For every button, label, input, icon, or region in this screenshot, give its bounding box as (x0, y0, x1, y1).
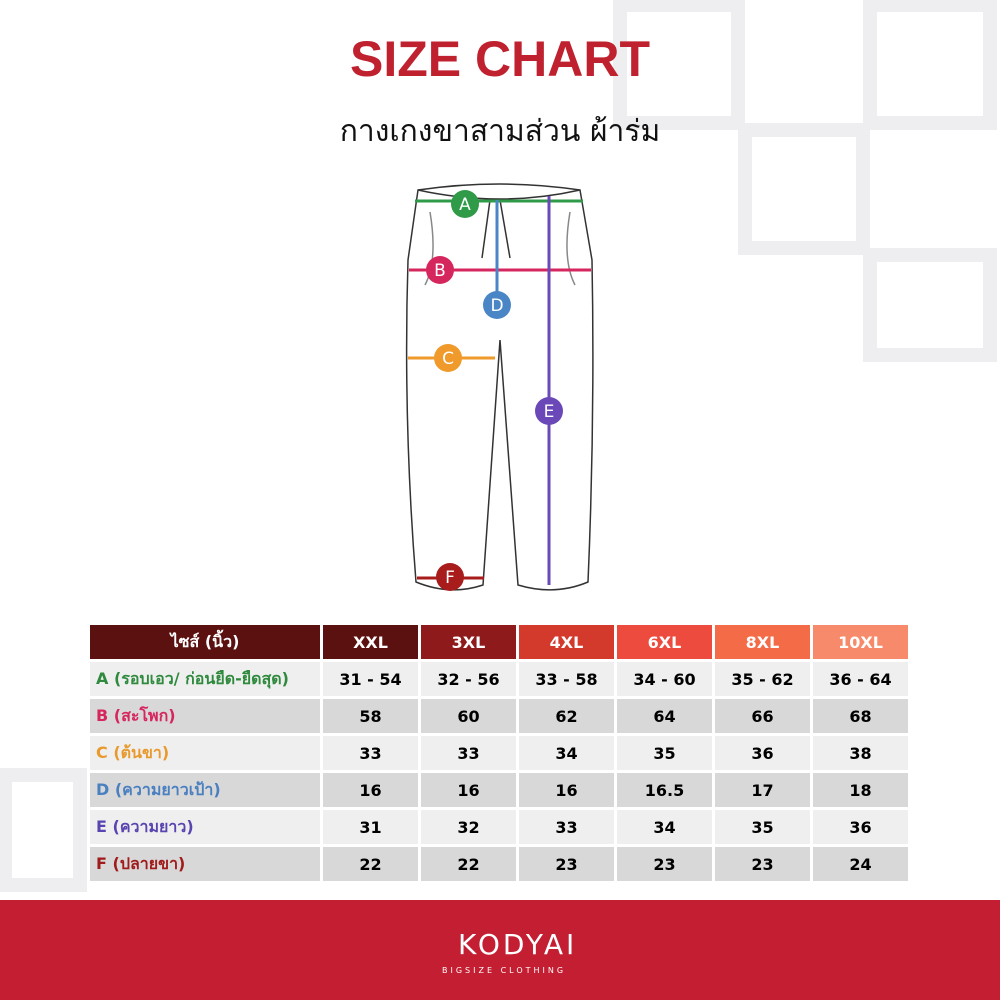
title: SIZE CHART (350, 31, 650, 87)
measure-cell: 35 - 62 (715, 662, 810, 696)
measure-cell: 31 - 54 (323, 662, 418, 696)
measure-cell: 68 (813, 699, 908, 733)
row-label: E (ความยาว) (90, 810, 320, 844)
measure-cell: 16 (323, 773, 418, 807)
column-header: 8XL (715, 625, 810, 659)
row-label: D (ความยาวเป้า) (90, 773, 320, 807)
label-badge (451, 190, 479, 218)
column-header: 3XL (421, 625, 516, 659)
row-label: B (สะโพก) (90, 699, 320, 733)
measure-cell: 16.5 (617, 773, 712, 807)
footer (0, 900, 1000, 1000)
measure-cell: 64 (617, 699, 712, 733)
measure-cell: 62 (519, 699, 614, 733)
measure-cell: 36 (813, 810, 908, 844)
measure-cell: 36 - 64 (813, 662, 908, 696)
measure-cell: 22 (421, 847, 516, 881)
size-row: D (ความยาวเป้า) 16 16 16 16.5 17 18 (90, 773, 908, 807)
label-badge (483, 291, 511, 319)
label-letter: B (434, 261, 446, 281)
measure-cell: 60 (421, 699, 516, 733)
size-row: B (สะโพก) 58 60 62 64 66 68 (90, 699, 908, 733)
measure-cell: 66 (715, 699, 810, 733)
label-badge (434, 344, 462, 372)
measure-cell: 22 (323, 847, 418, 881)
tagline: BIGSIZE CLOTHING (442, 966, 567, 975)
column-header: 4XL (519, 625, 614, 659)
measure-cell: 33 (323, 736, 418, 770)
measure-cell: 31 (323, 810, 418, 844)
size-row: A (รอบเอว/ ก่อนยืด-ยืดสุด) 31 - 54 32 - 56… (90, 662, 908, 696)
measure-cell: 36 (715, 736, 810, 770)
column-header: ไซส์ (นิ้ว) (90, 625, 320, 659)
measure-cell: 35 (715, 810, 810, 844)
label-letter: E (544, 402, 555, 422)
row-label: F (ปลายขา) (90, 847, 320, 881)
column-header: 10XL (813, 625, 908, 659)
label-badge (436, 563, 464, 591)
measure-cell: 23 (617, 847, 712, 881)
subtitle: กางเกงขาสามส่วน ผ้าร่ม (339, 114, 661, 149)
column-header: 6XL (617, 625, 712, 659)
label-badge (426, 256, 454, 284)
pants (405, 183, 594, 591)
size-row: E (ความยาว) 31 32 33 34 35 36 (90, 810, 908, 844)
measure-cell: 33 (421, 736, 516, 770)
measure-cell: 38 (813, 736, 908, 770)
label-letter: A (459, 195, 471, 215)
measure-cell: 35 (617, 736, 712, 770)
measure-cell: 24 (813, 847, 908, 881)
brand: KODYAI (458, 928, 578, 961)
measure-cell: 32 (421, 810, 516, 844)
measure-cell: 33 (519, 810, 614, 844)
label-letter: F (445, 568, 455, 588)
column-header: XXL (323, 625, 418, 659)
size-row: C (ต้นขา) 33 33 34 35 36 38 (90, 736, 908, 770)
measure-cell: 34 (617, 810, 712, 844)
measure-cell: 23 (519, 847, 614, 881)
label-letter: D (490, 296, 503, 316)
size-table: ไซส์ (นิ้ว) XXL 3XL 4XL 6XL 8XL 10XL A (รอบเอว/… (87, 622, 911, 884)
row-label: A (รอบเอว/ ก่อนยืด-ยืดสุด) (90, 662, 320, 696)
measure-cell: 17 (715, 773, 810, 807)
measure-cell: 34 - 60 (617, 662, 712, 696)
label-badge (535, 397, 563, 425)
size-row: F (ปลายขา) 22 22 23 23 23 24 (90, 847, 908, 881)
measure-cell: 58 (323, 699, 418, 733)
label-letter: C (442, 349, 454, 369)
measure-cell: 18 (813, 773, 908, 807)
measure-cell: 33 - 58 (519, 662, 614, 696)
measure-cell: 23 (715, 847, 810, 881)
measure-cell: 16 (421, 773, 516, 807)
measure-cell: 16 (519, 773, 614, 807)
measure-cell: 34 (519, 736, 614, 770)
measure-cell: 32 - 56 (421, 662, 516, 696)
row-label: C (ต้นขา) (90, 736, 320, 770)
